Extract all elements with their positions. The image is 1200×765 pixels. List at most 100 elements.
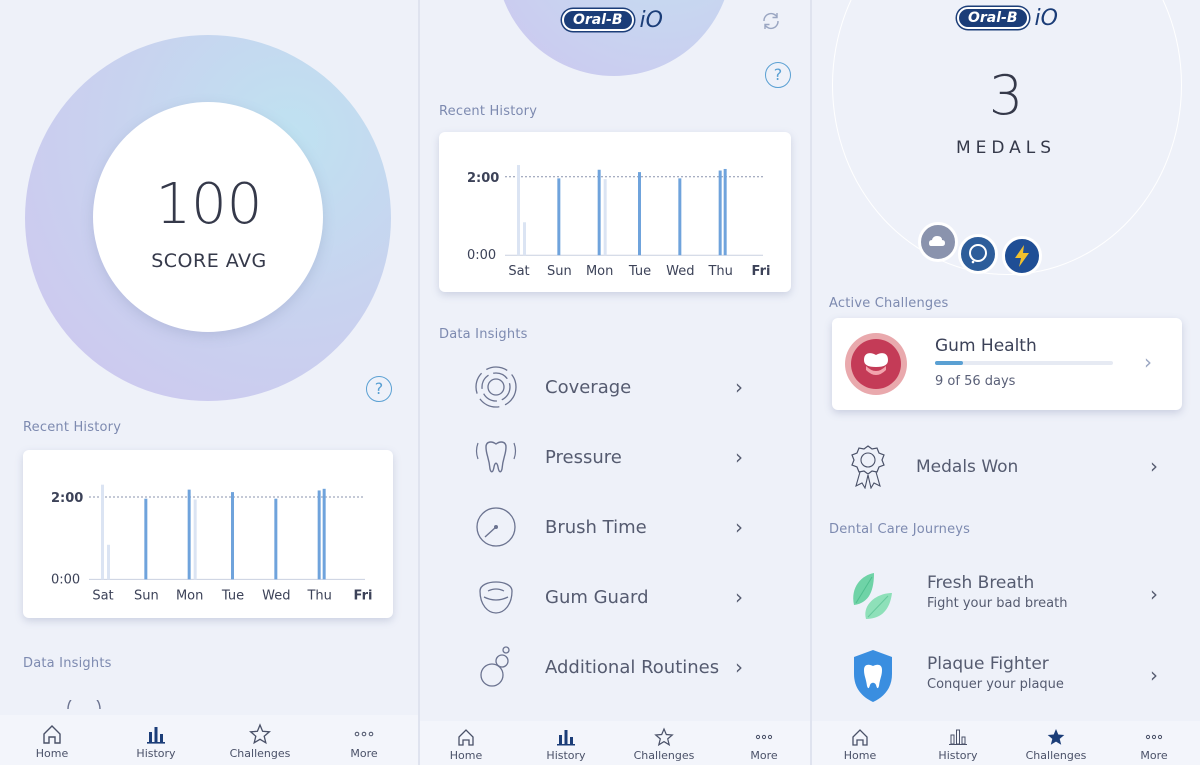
chevron-right-icon: › xyxy=(735,445,743,469)
nav-challenges[interactable]: Challenges xyxy=(1016,727,1096,762)
history-bar xyxy=(193,499,197,580)
chevron-right-icon: › xyxy=(1150,582,1158,606)
sync-icon[interactable] xyxy=(760,10,782,32)
score-label: SCORE AVG xyxy=(151,250,267,272)
history-bar xyxy=(231,492,234,580)
history-bar xyxy=(678,178,682,256)
day-label: Wed xyxy=(262,588,290,603)
lightning-icon xyxy=(1015,245,1029,267)
y-label-max: 2:00 xyxy=(467,171,499,186)
gum-guard-icon xyxy=(479,581,513,614)
day-label: Tue xyxy=(221,588,244,603)
chevron-right-icon: › xyxy=(735,655,743,679)
insight-row-coverage[interactable]: Coverage › xyxy=(420,355,810,425)
help-icon[interactable]: ? xyxy=(765,62,791,88)
chevron-right-icon: › xyxy=(735,375,743,399)
history-bar xyxy=(597,169,601,256)
journey-title: Fresh Breath xyxy=(927,573,1035,593)
nav-home-label: Home xyxy=(449,749,483,762)
score-circle[interactable] xyxy=(93,102,323,332)
chevron-right-icon: › xyxy=(1144,350,1152,374)
cloud-icon xyxy=(929,236,945,246)
challenge-progress-fill xyxy=(935,361,964,365)
history-bar xyxy=(557,178,561,256)
day-label: Sat xyxy=(92,588,113,603)
y-label-max: 2:00 xyxy=(51,491,83,506)
more-icon xyxy=(1145,734,1163,740)
more-icon xyxy=(755,734,773,740)
nav-more[interactable]: More xyxy=(324,723,404,760)
challenge-card-gum-health[interactable]: Gum Health 9 of 56 days › xyxy=(832,318,1182,410)
nav-more[interactable]: More xyxy=(724,727,804,762)
day-label: Thu xyxy=(306,588,331,603)
brand-suffix: iO xyxy=(1034,6,1058,31)
nav-challenges[interactable]: Challenges xyxy=(624,727,704,762)
lightning-medal-icon[interactable] xyxy=(1002,236,1042,276)
award-ribbon-icon xyxy=(851,445,885,489)
home-icon xyxy=(458,729,474,746)
coverage-icon xyxy=(475,366,517,408)
day-label: Sun xyxy=(134,588,159,603)
tooth-pressure-icon xyxy=(475,441,517,473)
history-bar xyxy=(523,222,526,256)
nav-more[interactable]: More xyxy=(1114,727,1194,762)
nav-home[interactable]: Home xyxy=(820,727,900,762)
bottom-nav: Home History Challenges More xyxy=(420,721,810,765)
nav-challenges-label: Challenges xyxy=(633,749,695,762)
star-icon xyxy=(654,727,674,747)
more-icon xyxy=(354,731,374,737)
nav-more-label: More xyxy=(750,749,778,762)
coverage-icon xyxy=(67,700,101,710)
home-icon xyxy=(852,729,868,746)
insight-row-brush-time[interactable]: Brush Time › xyxy=(420,495,810,565)
insight-label: Brush Time xyxy=(545,517,647,538)
nav-history[interactable]: History xyxy=(116,723,196,760)
insight-label: Gum Guard xyxy=(545,587,649,608)
challenge-title: Gum Health xyxy=(935,336,1037,356)
insight-row-pressure[interactable]: Pressure › xyxy=(420,425,810,495)
history-bar xyxy=(317,490,321,580)
data-insights-heading: Data Insights xyxy=(23,656,112,671)
home-icon xyxy=(43,725,61,744)
cloud-medal-icon[interactable] xyxy=(918,222,958,262)
help-icon[interactable]: ? xyxy=(366,376,392,402)
history-bar xyxy=(517,165,520,256)
day-label: Fri xyxy=(354,588,373,603)
history-chart-card[interactable]: 2:00 0:00 Sat Sun Mon Tue Wed Thu Fri xyxy=(439,132,791,292)
history-chart: 2:00 0:00 Sat Sun Mon Tue Wed Thu Fri xyxy=(51,484,373,603)
day-label: Mon xyxy=(176,588,203,603)
medals-won-row[interactable]: Medals Won › xyxy=(812,435,1200,499)
history-bar xyxy=(107,544,110,580)
score-value: 100 xyxy=(155,172,263,237)
day-label: Fri xyxy=(752,264,771,279)
data-insights-heading: Data Insights xyxy=(439,327,528,342)
star-icon xyxy=(249,723,271,745)
ring-medal-icon[interactable] xyxy=(958,234,998,274)
insight-row-gum-guard[interactable]: Gum Guard › xyxy=(420,565,810,635)
nav-challenges[interactable]: Challenges xyxy=(220,723,300,760)
nav-home[interactable]: Home xyxy=(12,723,92,760)
bottom-nav: Home History Challenges More xyxy=(812,721,1200,765)
nav-history-label: History xyxy=(938,749,978,762)
nav-history[interactable]: History xyxy=(526,727,606,762)
nav-history[interactable]: History xyxy=(918,727,998,762)
history-bar xyxy=(638,172,641,256)
history-icon xyxy=(557,730,575,746)
history-bar xyxy=(144,498,148,580)
nav-more-label: More xyxy=(350,747,378,760)
history-chart-card[interactable]: 2:00 0:00 Sat Sun Mon Tue Wed Thu Fri xyxy=(23,450,393,618)
day-label: Mon xyxy=(586,264,613,279)
insight-row-additional-routines[interactable]: Additional Routines › xyxy=(420,635,810,705)
challenge-progress-bar xyxy=(935,361,1113,365)
journey-row-fresh-breath[interactable]: Fresh Breath Fight your bad breath › xyxy=(812,565,1200,635)
day-label: Sun xyxy=(547,264,572,279)
star-icon xyxy=(1047,729,1065,745)
nav-history-label: History xyxy=(136,747,176,760)
day-label: Thu xyxy=(707,264,732,279)
medals-won-label: Medals Won xyxy=(916,457,1019,477)
nav-home[interactable]: Home xyxy=(426,727,506,762)
score-panel: 100 SCORE AVG ? Recent History 2:00 0:00 S… xyxy=(0,0,418,765)
history-bar xyxy=(723,168,727,256)
journey-row-plaque-fighter[interactable]: Plaque Fighter Conquer your plaque › xyxy=(812,646,1200,716)
history-bar xyxy=(718,170,722,256)
